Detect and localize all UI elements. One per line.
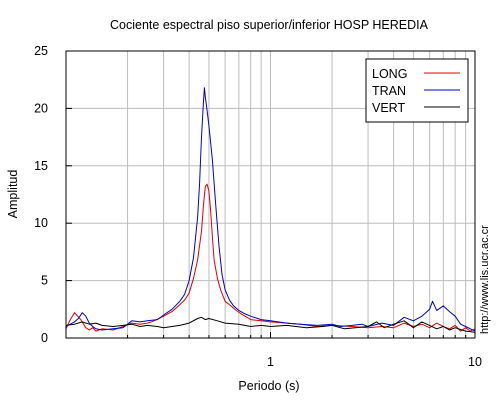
series-line-tran (65, 87, 476, 332)
chart-title: Cociente espectral piso superior/inferio… (110, 18, 429, 32)
legend: LONG TRAN VERT (365, 58, 469, 123)
grid-lines (66, 51, 475, 338)
x-tick-label: 1 (267, 355, 274, 369)
y-tick-label: 0 (41, 331, 48, 345)
legend-label-tran: TRAN (372, 84, 406, 98)
series-lines (65, 87, 476, 333)
y-tick-label: 20 (34, 101, 48, 115)
x-tick-label: 10 (468, 355, 482, 369)
y-axis-label: Amplitud (6, 170, 20, 219)
y-tick-label: 5 (41, 274, 48, 288)
y-tick-label: 25 (34, 44, 48, 58)
y-tick-label: 10 (34, 216, 48, 230)
legend-label-vert: VERT (372, 101, 405, 115)
x-axis-label: Periodo (s) (238, 379, 299, 393)
y-tick-label: 15 (34, 159, 48, 173)
series-line-vert (65, 316, 476, 333)
legend-label-long: LONG (372, 67, 407, 81)
axis-ticks: 0 5 10 15 20 25 1 10 (34, 44, 482, 369)
watermark-url: http://www.lis.ucr.ac.cr (479, 225, 491, 334)
